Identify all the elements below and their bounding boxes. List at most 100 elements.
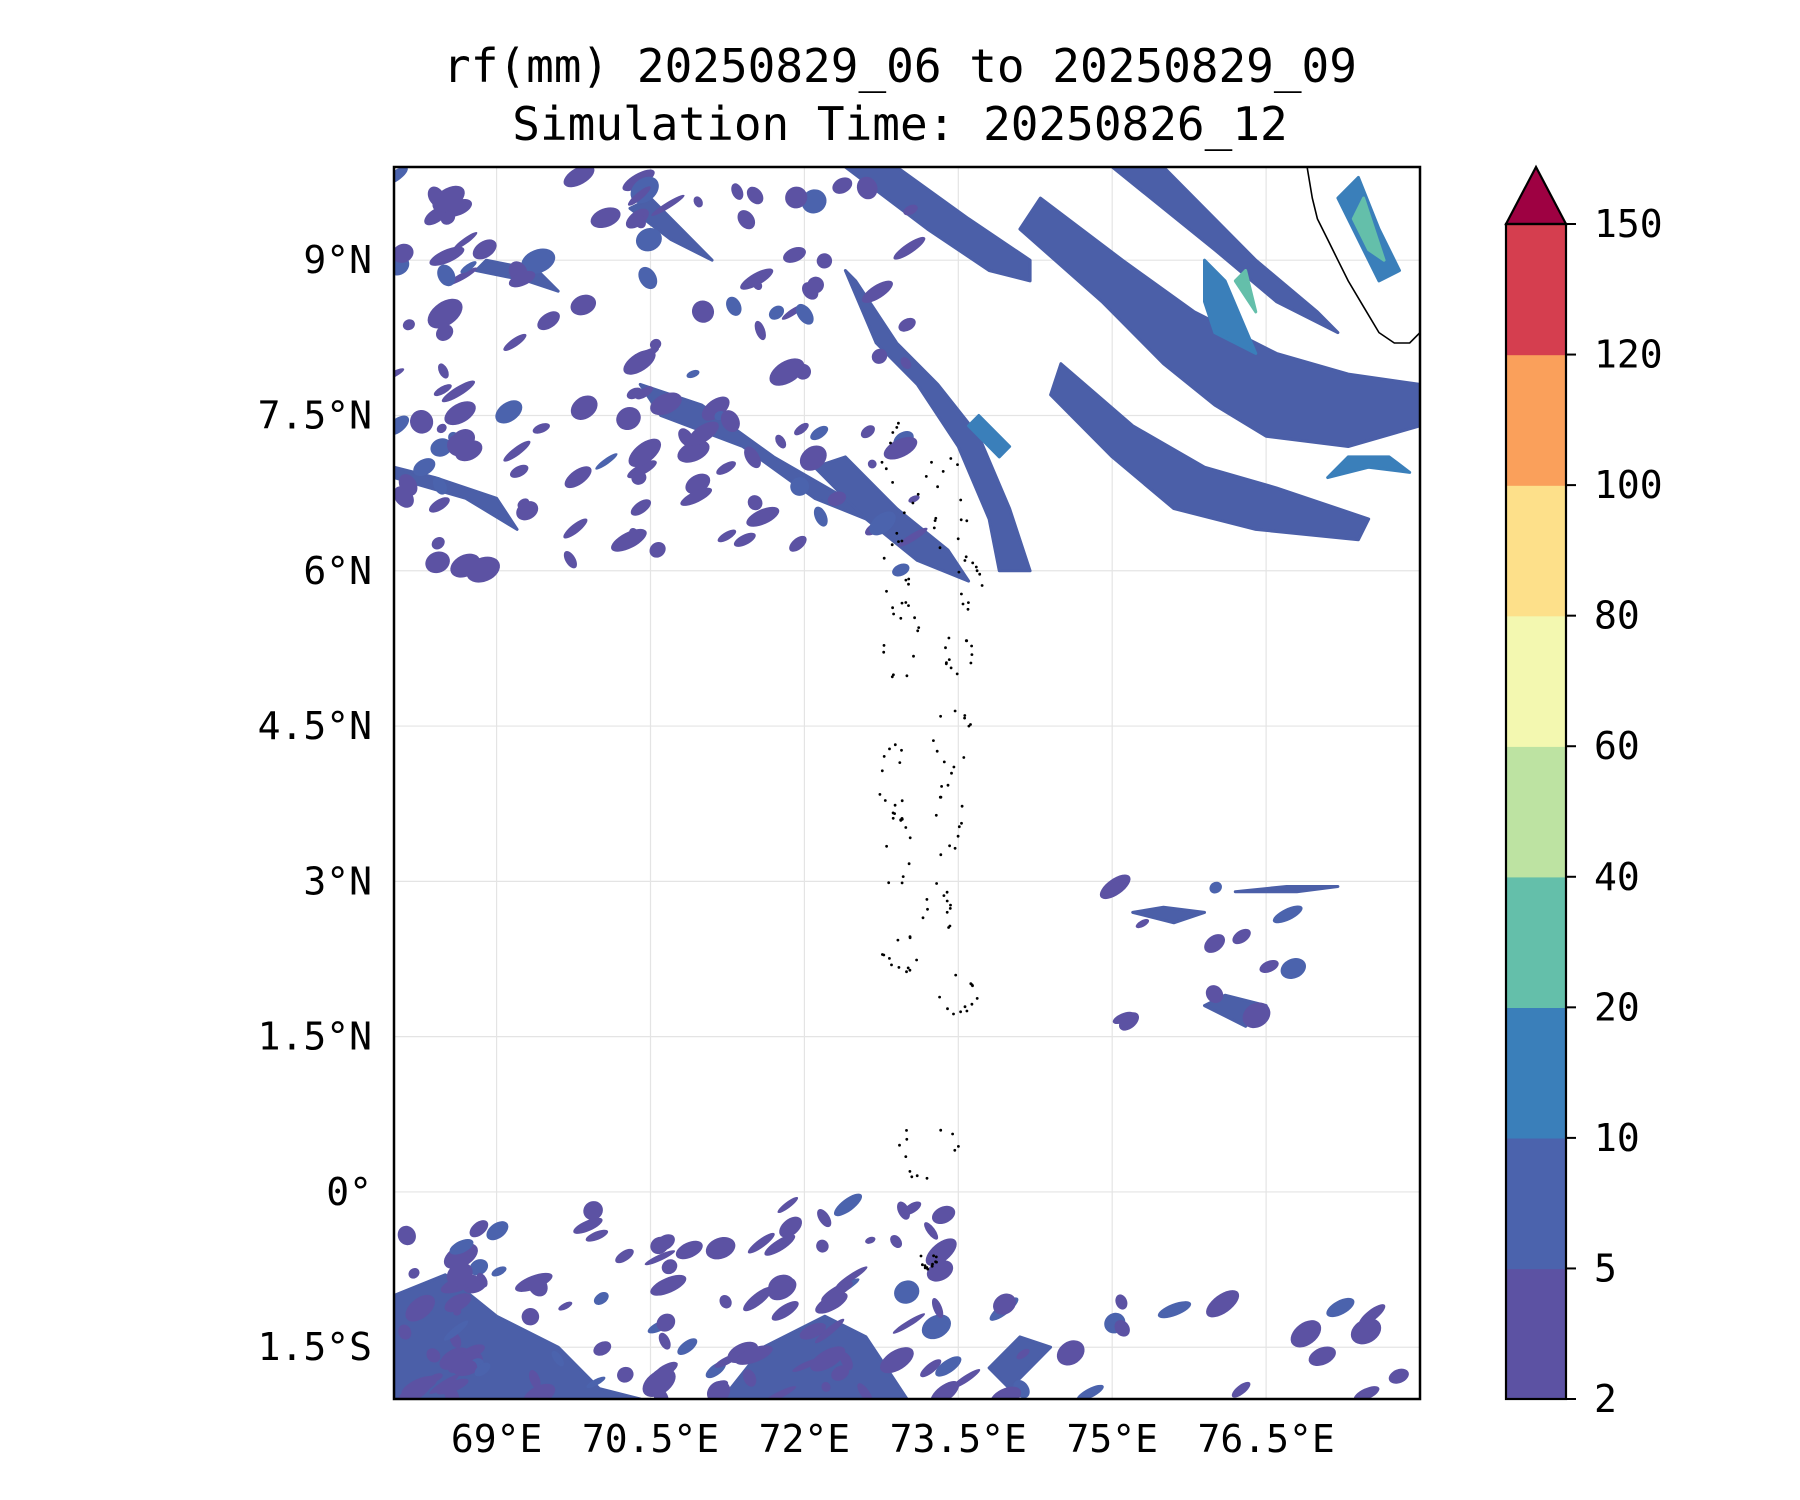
rainfall-cell — [880, 1347, 914, 1374]
rainfall-cell — [627, 186, 651, 206]
island-dot — [888, 957, 891, 960]
rainfall-cell — [768, 1274, 795, 1298]
colorbar-frame — [1504, 222, 1568, 1401]
rainfall-cell — [615, 1248, 634, 1264]
rainfall-cell — [924, 1222, 939, 1240]
rainfall-cell — [465, 1360, 478, 1374]
rainfall-cell — [649, 338, 662, 350]
island-dot — [934, 813, 938, 817]
rainfall-cell — [747, 1232, 775, 1254]
island-dot — [897, 421, 900, 425]
rainfall-cell — [617, 1366, 634, 1383]
rainfall-cell — [521, 1307, 540, 1326]
rainfall-cell — [892, 563, 910, 577]
rainfall-cell — [631, 470, 647, 485]
rainfall-cell — [521, 248, 556, 274]
island-dot — [891, 481, 894, 484]
rainfall-cell — [733, 532, 756, 547]
island-dot — [932, 1254, 935, 1258]
rainfall-cell — [931, 1205, 956, 1224]
island-dot — [905, 970, 908, 974]
colorbar-segment — [1506, 876, 1566, 1008]
rainfall-cell — [564, 466, 592, 489]
island-dot — [882, 556, 886, 560]
rainfall-cell — [558, 1301, 573, 1311]
island-dot — [944, 662, 948, 666]
island-dot — [904, 1155, 908, 1158]
rainfall-cell — [650, 392, 682, 416]
rainfall-cell — [831, 1365, 850, 1381]
island-dot — [889, 441, 892, 445]
island-dot — [921, 916, 925, 920]
colorbar-tick-label: 80 — [1594, 594, 1640, 638]
island-dot — [897, 540, 900, 543]
rainfall-cell — [777, 1196, 799, 1214]
island-dot — [908, 935, 912, 938]
rainfall-cell — [622, 169, 655, 192]
island-dot — [917, 626, 921, 629]
colorbar-tick-label: 150 — [1594, 202, 1663, 246]
colorbar-segment — [1506, 224, 1566, 356]
rainfall-cell — [795, 303, 814, 325]
island-dot — [942, 894, 946, 897]
island-dot — [878, 793, 882, 796]
island-dot — [887, 881, 891, 885]
rainfall-cell — [635, 386, 654, 400]
rainfall-cell — [1290, 1320, 1322, 1348]
rainfall-cell — [714, 1354, 738, 1368]
rainfall-cell — [810, 1346, 846, 1372]
island-dot — [939, 795, 943, 799]
map-plot-area — [394, 167, 1420, 1399]
colorbar-segment — [1506, 1268, 1566, 1400]
rainfall-cell — [746, 506, 780, 527]
rainfall-cell — [814, 1318, 845, 1344]
rainfall-cell — [1209, 881, 1222, 894]
island-dot — [932, 739, 935, 742]
island-dot — [908, 968, 912, 972]
island-dot — [950, 771, 953, 775]
island-dot — [912, 654, 915, 658]
lon-tick-label: 70.5°E — [582, 1417, 719, 1461]
island-dot — [938, 995, 941, 999]
rainfall-cell — [827, 491, 847, 506]
island-dot — [934, 1255, 938, 1259]
island-dot — [915, 958, 918, 962]
rainfall-cell — [585, 1229, 609, 1242]
island-dot — [924, 475, 928, 478]
island-dot — [885, 589, 888, 593]
island-dot — [898, 761, 902, 764]
rainfall-cell — [1118, 1012, 1140, 1031]
island-dot — [896, 938, 900, 942]
rainfall-cell — [754, 320, 766, 341]
rainfall-cell — [908, 495, 920, 503]
island-dot — [900, 881, 904, 885]
rainfall-cell — [1114, 1319, 1130, 1337]
island-dot — [970, 1002, 974, 1006]
rainfall-cell — [686, 369, 700, 379]
rainfall-cell — [871, 348, 888, 364]
island-dot — [941, 470, 945, 473]
island-dot — [957, 825, 961, 829]
rainfall-cell — [401, 1375, 438, 1397]
island-dot — [980, 584, 984, 587]
rainfall-cell — [735, 1345, 773, 1365]
island-dot — [882, 953, 886, 957]
colorbar-segment — [1506, 615, 1566, 747]
rainfall-cell — [658, 1332, 671, 1350]
rainfall-cell — [628, 438, 662, 467]
island-dot — [939, 1128, 943, 1132]
island-dot — [960, 804, 964, 808]
rainfall-cell — [402, 319, 415, 331]
rainfall-cell — [931, 1298, 944, 1319]
rainfall-contour — [1326, 455, 1412, 480]
rainfall-cell — [813, 506, 828, 527]
island-dot — [978, 572, 982, 576]
rainfall-cell — [430, 438, 452, 457]
island-dot — [893, 803, 897, 807]
island-dot — [963, 714, 967, 717]
island-dot — [936, 485, 939, 489]
island-dot — [952, 1012, 955, 1016]
rainfall-cell — [510, 464, 529, 478]
colorbar: 2 5 10 20 40 60 80 100 120 150 — [1504, 164, 1663, 1421]
island-dot — [957, 570, 961, 574]
